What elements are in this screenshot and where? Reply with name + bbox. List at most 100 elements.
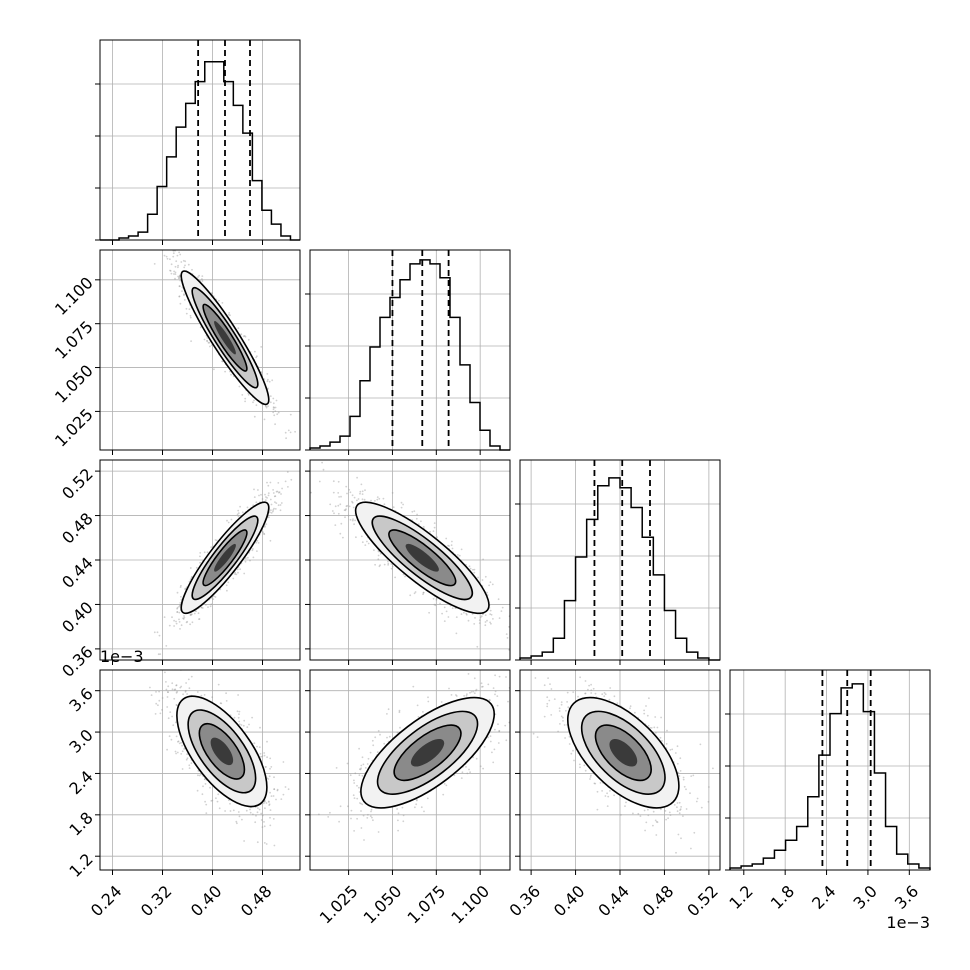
sample-point (360, 535, 363, 538)
sample-point (332, 491, 335, 494)
sample-point (188, 767, 191, 769)
sample-point (264, 807, 266, 810)
sample-point (359, 492, 361, 495)
sample-point (255, 501, 258, 504)
sample-point (238, 723, 241, 726)
sample-point (460, 548, 463, 551)
sample-point (199, 555, 201, 558)
sample-point (382, 497, 385, 500)
sample-point (163, 254, 166, 257)
histogram-step-line (519, 477, 720, 661)
sample-point (237, 512, 240, 514)
sample-point (486, 591, 488, 594)
sample-point (239, 505, 242, 508)
sample-point (272, 397, 275, 400)
sample-point (169, 269, 171, 272)
sample-point (267, 378, 269, 381)
sample-point (266, 497, 268, 499)
sample-point (236, 710, 239, 713)
sample-point (445, 610, 448, 613)
sample-point (169, 270, 172, 272)
sample-point (270, 766, 273, 768)
sample-point (190, 340, 193, 342)
sample-point (178, 277, 180, 280)
sample-point (287, 429, 290, 432)
sample-point (206, 551, 209, 554)
sample-point (186, 753, 189, 756)
sample-point (166, 748, 169, 751)
sample-point (186, 620, 189, 623)
sample-point (344, 516, 346, 519)
sample-point (269, 767, 271, 770)
sample-point (210, 603, 213, 606)
sample-point (276, 490, 279, 493)
sample-point (433, 603, 436, 606)
sample-point (359, 490, 362, 493)
sample-point (492, 618, 494, 620)
sample-point (402, 573, 405, 576)
sample-point (441, 612, 443, 615)
sample-point (356, 476, 358, 479)
sample-point (259, 726, 261, 729)
sample-point (226, 519, 228, 522)
sample-point (211, 696, 214, 699)
scatter-panel-2-0 (95, 440, 305, 665)
sample-point (203, 551, 206, 554)
sample-point (281, 487, 283, 490)
sample-point (256, 539, 259, 542)
sample-point (197, 774, 199, 777)
sample-point (174, 273, 177, 275)
sample-point (286, 471, 289, 473)
sample-point (197, 770, 200, 772)
sample-point (364, 544, 367, 546)
sample-point (270, 509, 272, 512)
sample-point (189, 614, 192, 617)
sample-point (342, 536, 344, 539)
sample-point (155, 702, 158, 705)
sample-point (274, 495, 277, 497)
histogram-panel-0 (95, 40, 300, 245)
sample-point (374, 563, 376, 566)
sample-point (257, 542, 260, 544)
sample-point (391, 565, 394, 568)
sample-point (303, 440, 305, 442)
sample-point (249, 559, 251, 562)
sample-point (334, 524, 337, 526)
histogram-step-line (100, 61, 300, 241)
sample-point (349, 491, 352, 494)
sample-point (241, 818, 243, 821)
sample-point (172, 255, 175, 258)
sample-point (216, 800, 219, 803)
scatter-frame-2-1 (309, 459, 511, 661)
sample-point (174, 271, 177, 274)
sample-point (387, 562, 390, 565)
sample-point (268, 803, 271, 806)
sample-point (331, 510, 334, 512)
sample-point (179, 628, 181, 630)
sample-point (217, 793, 220, 796)
sample-point (183, 293, 185, 295)
sample-point (243, 572, 246, 575)
sample-point (174, 721, 177, 724)
sample-point (329, 503, 332, 506)
sample-point (465, 613, 468, 616)
sample-point (178, 295, 181, 298)
sample-point (272, 411, 275, 414)
panel-content (310, 460, 510, 660)
sample-point (345, 508, 347, 510)
sample-point (179, 586, 182, 588)
sample-point (178, 277, 181, 279)
sample-point (244, 397, 247, 400)
sample-point (484, 624, 487, 627)
sample-point (181, 768, 184, 770)
sample-point (344, 509, 347, 512)
sample-point (193, 612, 196, 615)
sample-point (347, 514, 350, 517)
sample-point (178, 742, 181, 745)
sample-point (469, 567, 472, 570)
sample-point (387, 564, 389, 566)
sample-point (247, 338, 250, 341)
sample-point (490, 613, 493, 616)
panel-content (100, 250, 300, 450)
sample-point (177, 740, 179, 743)
